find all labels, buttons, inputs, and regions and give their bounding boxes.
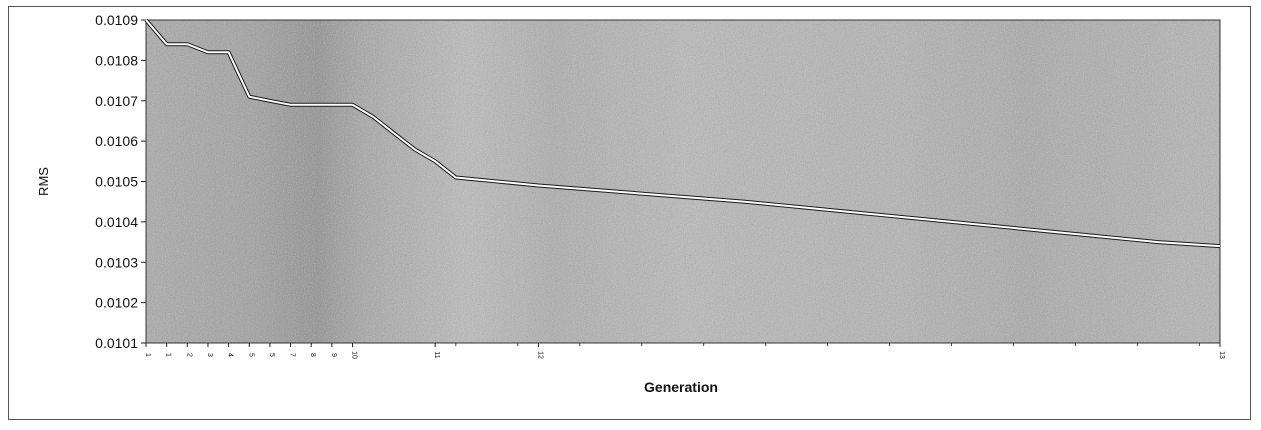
x-tick-label: 1	[165, 353, 172, 357]
x-tick-label: 3	[206, 353, 213, 357]
x-tick-label: 5	[247, 353, 254, 357]
y-axis-title: RMS	[36, 167, 51, 196]
x-tick-label: 12	[536, 351, 543, 359]
series-line	[145, 19, 1221, 248]
x-tick-label: 10	[351, 351, 358, 359]
x-tick-label: 1	[144, 353, 151, 357]
plot-texture	[146, 20, 1220, 343]
y-tick-label: 0.0106	[95, 133, 138, 149]
y-tick-label: 0.0104	[95, 214, 138, 230]
x-axis: 1 1 2 3 4 5 5 7 8 9 10 11 12 13	[144, 343, 1225, 359]
x-tick-label: 5	[268, 353, 275, 357]
y-tick-label: 0.0101	[95, 335, 138, 351]
y-tick-label: 0.0108	[95, 52, 138, 68]
x-tick-label: 9	[330, 353, 337, 357]
x-tick-label: 8	[309, 353, 316, 357]
x-tick-label: 2	[185, 353, 192, 357]
y-tick-label: 0.0109	[95, 12, 138, 28]
y-tick-label: 0.0107	[95, 93, 138, 109]
y-tick-label: 0.0105	[95, 174, 138, 190]
x-tick-label: 13	[1218, 351, 1225, 359]
y-tick-label: 0.0103	[95, 254, 138, 270]
x-tick-label: 7	[289, 353, 296, 357]
y-axis: 0.0101 0.0102 0.0103 0.0104 0.0105 0.0106 0.01…	[95, 12, 146, 351]
x-axis-title: Generation	[644, 379, 718, 395]
plot-area	[145, 19, 1221, 344]
x-tick-label: 11	[433, 351, 440, 358]
series-layer	[144, 18, 1221, 249]
y-tick-label: 0.0102	[95, 295, 138, 311]
x-tick-label: 4	[227, 353, 234, 357]
